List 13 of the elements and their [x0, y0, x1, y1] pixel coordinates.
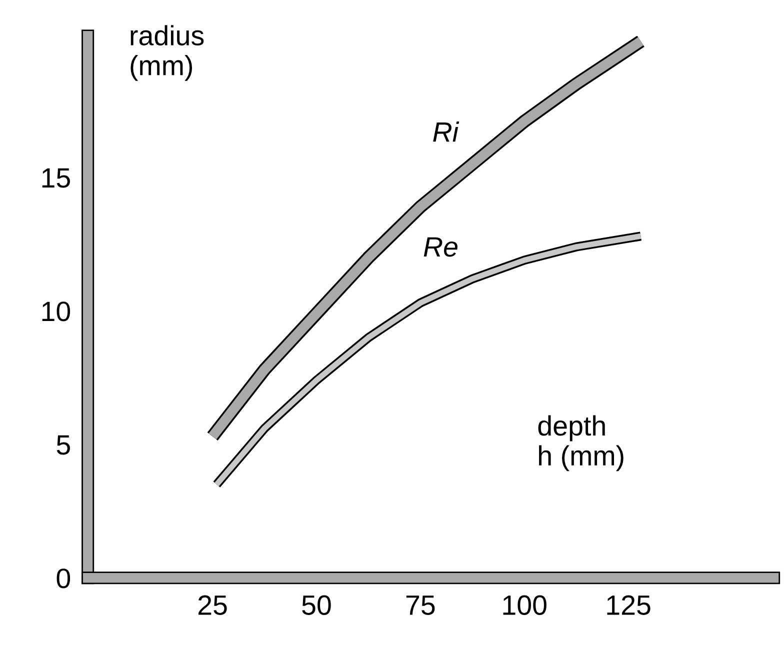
- x-tick-label: 100: [503, 595, 546, 615]
- x-tick-label: 75: [406, 596, 435, 615]
- x-axis-title: depth h (mm): [538, 415, 624, 472]
- y-tick-label: 0: [56, 568, 70, 588]
- y-axis-title: radius (mm): [130, 25, 204, 81]
- x-tick-label: 25: [198, 595, 227, 615]
- series-label: Re: [424, 237, 458, 257]
- y-tick-label: 10: [42, 302, 70, 322]
- series-label: Ri: [433, 122, 460, 142]
- x-tick-label: 125: [607, 595, 650, 615]
- y-tick-label: 15: [42, 168, 70, 188]
- y-tick-label: 5: [56, 435, 70, 455]
- x-tick-label: 50: [302, 595, 331, 615]
